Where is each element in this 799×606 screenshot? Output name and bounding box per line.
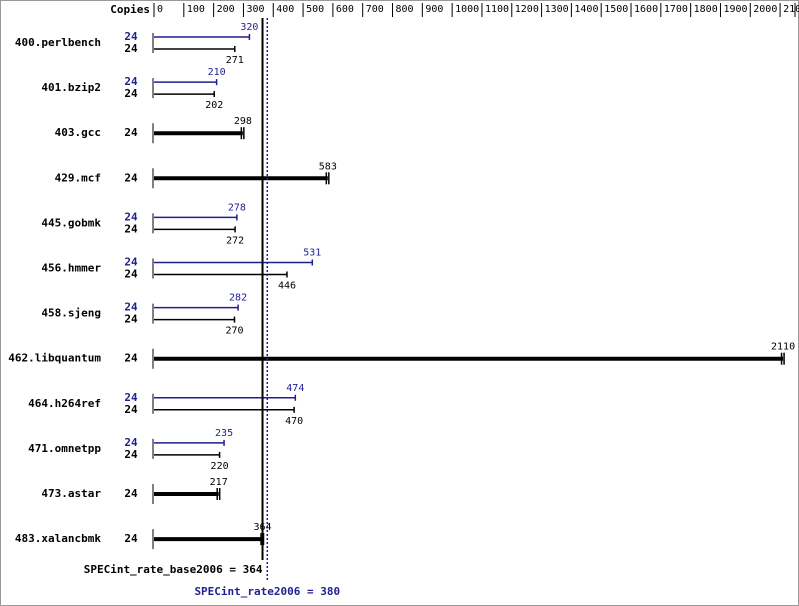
base-value-label: 470 — [285, 416, 303, 427]
base-copies: 24 — [124, 222, 138, 235]
peak-copies: 24 — [124, 391, 138, 404]
benchmark-name: 401.bzip2 — [41, 81, 101, 94]
peak-copies: 24 — [124, 75, 138, 88]
x-tick-label: 1500 — [604, 4, 628, 15]
base-value-label: 202 — [205, 100, 223, 111]
peak-value-label: 210 — [208, 67, 226, 78]
peak-summary-label: SPECint_rate2006 = 380 — [194, 585, 340, 598]
x-tick-label: 0 — [157, 4, 163, 15]
x-tick-label: 1200 — [515, 4, 539, 15]
benchmark-name: 464.h264ref — [28, 397, 101, 410]
base-copies: 24 — [124, 126, 138, 139]
benchmark-name: 462.libquantum — [8, 352, 101, 365]
peak-value-label: 474 — [286, 383, 304, 394]
benchmark-name: 458.sjeng — [41, 307, 101, 320]
x-tick-label: 2000 — [753, 4, 777, 15]
benchmark-name: 483.xalancbmk — [15, 532, 101, 545]
x-tick-label: 1700 — [664, 4, 688, 15]
peak-value-label: 235 — [215, 428, 233, 439]
peak-copies: 24 — [124, 301, 138, 314]
base-value-label: 217 — [210, 477, 228, 488]
copies-header: Copies — [110, 3, 150, 16]
base-value-label: 270 — [225, 326, 243, 337]
x-tick-label: 900 — [425, 4, 443, 15]
benchmark-name: 445.gobmk — [41, 216, 101, 229]
base-copies: 24 — [124, 532, 138, 545]
benchmark-name: 473.astar — [41, 487, 101, 500]
peak-copies: 24 — [124, 256, 138, 269]
x-tick-label: 100 — [187, 4, 205, 15]
benchmark-name: 400.perlbench — [15, 36, 101, 49]
base-value-label: 220 — [211, 461, 229, 472]
benchmark-name: 403.gcc — [55, 126, 101, 139]
benchmark-name: 471.omnetpp — [28, 442, 101, 455]
base-copies: 24 — [124, 87, 138, 100]
base-copies: 24 — [124, 42, 138, 55]
x-tick-label: 500 — [306, 4, 324, 15]
x-tick-label: 600 — [336, 4, 354, 15]
peak-copies: 24 — [124, 30, 138, 43]
peak-value-label: 282 — [229, 293, 247, 304]
benchmark-name: 429.mcf — [55, 171, 101, 184]
peak-value-label: 320 — [240, 22, 258, 33]
base-value-label: 272 — [226, 235, 244, 246]
base-copies: 24 — [124, 487, 138, 500]
peak-value-label: 278 — [228, 202, 246, 213]
peak-copies: 24 — [124, 436, 138, 449]
base-summary-label: SPECint_rate_base2006 = 364 — [84, 563, 263, 576]
x-tick-label: 1900 — [723, 4, 747, 15]
x-tick-label: 200 — [217, 4, 235, 15]
base-copies: 24 — [124, 403, 138, 416]
base-value-label: 298 — [234, 116, 252, 127]
x-tick-label: 300 — [246, 4, 264, 15]
peak-copies: 24 — [124, 210, 138, 223]
x-tick-label: 1400 — [574, 4, 598, 15]
base-copies: 24 — [124, 313, 138, 326]
base-value-label: 271 — [226, 55, 244, 66]
x-tick-label: 400 — [276, 4, 294, 15]
x-tick-label: 800 — [396, 4, 414, 15]
benchmark-name: 456.hmmer — [41, 262, 101, 275]
x-tick-label: 1300 — [545, 4, 569, 15]
x-tick-label: 2100 — [783, 4, 799, 15]
x-tick-label: 700 — [366, 4, 384, 15]
peak-value-label: 531 — [303, 248, 321, 259]
base-value-label: 446 — [278, 281, 296, 292]
x-tick-label: 1800 — [694, 4, 718, 15]
x-tick-label: 1000 — [455, 4, 479, 15]
base-copies: 24 — [124, 268, 138, 281]
base-copies: 24 — [124, 448, 138, 461]
base-value-label: 583 — [319, 161, 337, 172]
x-tick-label: 1600 — [634, 4, 658, 15]
base-value-label: 2110 — [771, 342, 795, 353]
base-copies: 24 — [124, 352, 138, 365]
x-tick-label: 1100 — [485, 4, 509, 15]
base-copies: 24 — [124, 171, 138, 184]
